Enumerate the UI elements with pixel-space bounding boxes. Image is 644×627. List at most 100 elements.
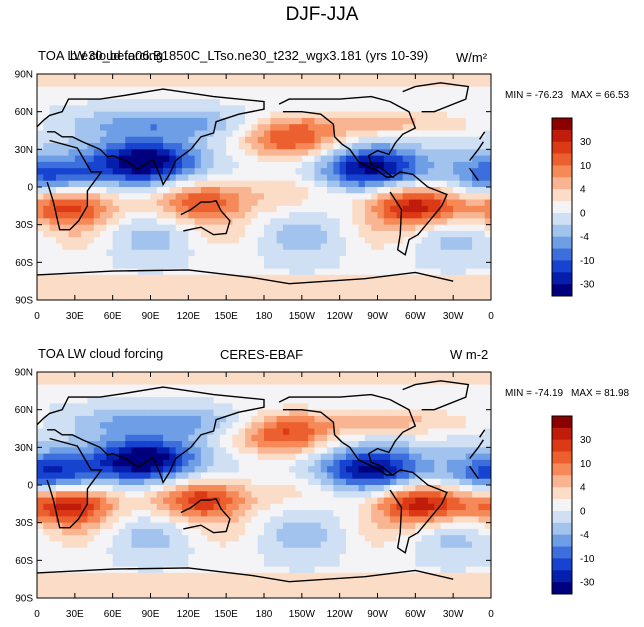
field-cell xyxy=(137,503,145,511)
field-cell xyxy=(327,86,334,94)
field-cell xyxy=(194,161,202,169)
field-cell xyxy=(478,230,486,238)
field-cell xyxy=(43,243,51,251)
field-cell xyxy=(106,212,114,219)
field-cell xyxy=(106,510,114,517)
field-cell xyxy=(125,149,133,157)
field-cell xyxy=(219,390,227,398)
field-cell xyxy=(68,528,76,536)
field-cell xyxy=(251,199,259,207)
field-cell xyxy=(295,180,303,188)
field-cell xyxy=(383,560,391,568)
field-cell xyxy=(453,293,461,300)
field-cell xyxy=(150,510,158,517)
field-cell xyxy=(194,124,202,132)
field-cell xyxy=(169,554,177,561)
field-cell xyxy=(289,80,297,88)
field-cell xyxy=(131,237,139,245)
field-cell xyxy=(37,180,44,188)
field-cell xyxy=(55,256,63,263)
field-cell xyxy=(257,130,265,138)
field-cell xyxy=(352,136,360,144)
field-cell xyxy=(427,491,435,499)
field-cell xyxy=(364,143,372,150)
field-cell xyxy=(270,384,278,392)
field-cell xyxy=(100,99,107,106)
field-cell xyxy=(68,409,76,417)
field-cell xyxy=(427,441,435,448)
field-cell xyxy=(207,99,215,106)
field-cell xyxy=(100,522,107,530)
field-cell xyxy=(182,262,189,270)
field-cell xyxy=(301,409,309,417)
field-cell xyxy=(200,466,208,474)
field-cell xyxy=(156,453,164,461)
field-cell xyxy=(459,522,467,530)
field-cell xyxy=(213,434,221,442)
field-cell xyxy=(453,447,461,455)
field-cell xyxy=(169,143,177,150)
field-cell xyxy=(345,485,353,492)
field-cell xyxy=(434,287,442,295)
field-cell xyxy=(106,478,114,486)
field-cell xyxy=(421,80,429,88)
field-cell xyxy=(282,130,290,138)
field-cell xyxy=(478,378,486,386)
field-cell xyxy=(446,130,454,138)
field-cell xyxy=(87,459,95,467)
field-cell xyxy=(144,516,152,524)
field-cell xyxy=(459,554,467,561)
field-cell xyxy=(37,397,44,404)
field-cell xyxy=(409,174,416,182)
field-cell xyxy=(390,281,398,289)
field-cell xyxy=(484,497,491,505)
field-cell xyxy=(55,434,63,442)
field-cell xyxy=(345,535,353,543)
field-cell xyxy=(352,441,360,448)
field-cell xyxy=(49,453,57,461)
field-cell xyxy=(112,205,120,213)
field-cell xyxy=(251,516,259,524)
field-cell xyxy=(465,503,473,511)
field-cell xyxy=(270,143,278,150)
field-cell xyxy=(49,447,57,455)
field-cell xyxy=(440,466,448,474)
field-cell xyxy=(125,86,133,94)
field-cell xyxy=(81,441,89,448)
field-cell xyxy=(396,409,404,417)
field-cell xyxy=(434,212,442,219)
field-cell xyxy=(333,422,341,430)
field-cell xyxy=(219,522,227,530)
field-cell xyxy=(484,459,491,467)
field-cell xyxy=(465,155,473,163)
field-cell xyxy=(320,92,328,100)
field-cell xyxy=(289,497,297,505)
field-cell xyxy=(74,268,82,276)
field-cell xyxy=(352,161,360,169)
field-cell xyxy=(289,230,297,238)
field-cell xyxy=(377,111,385,119)
field-cell xyxy=(402,566,410,574)
field-cell xyxy=(219,111,227,119)
field-cell xyxy=(276,510,284,517)
field-cell xyxy=(282,459,290,467)
field-cell xyxy=(200,459,208,467)
field-cell xyxy=(213,472,221,480)
colorbar-swatch xyxy=(552,224,572,237)
field-cell xyxy=(264,547,271,555)
field-cell xyxy=(421,143,429,150)
field-cell xyxy=(472,86,479,94)
field-cell xyxy=(364,428,372,436)
field-cell xyxy=(62,422,70,430)
field-cell xyxy=(345,149,353,157)
field-cell xyxy=(402,212,410,219)
field-cell xyxy=(396,281,404,289)
field-cell xyxy=(118,547,126,555)
field-cell xyxy=(396,441,404,448)
field-cell xyxy=(377,510,385,517)
field-cell xyxy=(118,378,126,386)
field-cell xyxy=(364,74,372,81)
field-cell xyxy=(37,441,44,448)
field-cell xyxy=(409,453,416,461)
field-cell xyxy=(301,249,309,257)
